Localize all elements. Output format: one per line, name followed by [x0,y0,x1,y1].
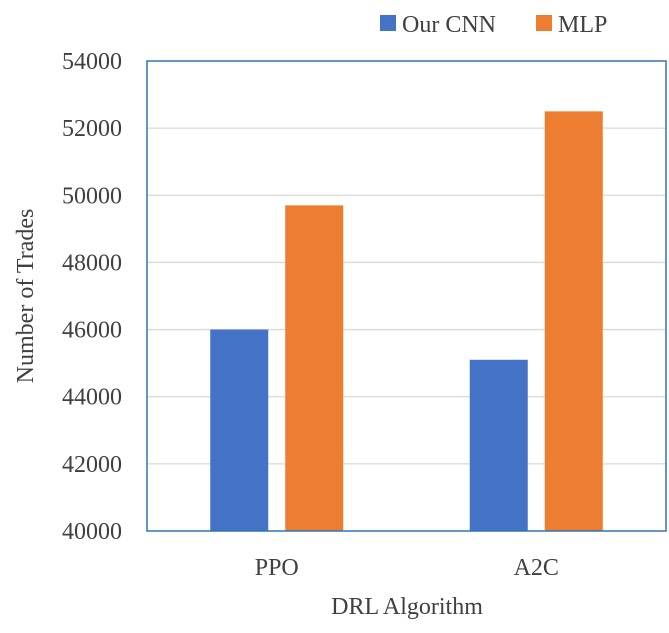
bars [210,111,603,531]
y-tick-label: 48000 [62,250,122,276]
legend-label-mlp: MLP [558,12,607,38]
y-tick-label: 40000 [62,519,122,545]
bar-a2c-mlp [544,111,603,531]
y-tick-label: 52000 [62,116,122,142]
legend-swatch-mlp [536,15,552,31]
x-tick-label: A2C [514,555,559,581]
bar-ppo-our-cnn [210,329,269,531]
y-tick-label: 42000 [62,452,122,478]
plot-area-border [146,60,667,532]
y-tick-label: 54000 [62,49,122,75]
legend-label-our-cnn: Our CNN [402,12,496,38]
legend: Our CNN MLP [380,12,607,38]
y-axis-title: Number of Trades [13,209,39,384]
x-axis-title: DRL Algorithm [331,594,483,620]
y-tick-label: 44000 [62,385,122,411]
y-tick-label: 50000 [62,183,122,209]
legend-swatch-our-cnn [380,15,396,31]
bar-a2c-our-cnn [469,359,528,531]
x-axis-ticks: PPO A2C [255,555,559,581]
y-tick-label: 46000 [62,318,122,344]
y-axis-ticks: 40000 42000 44000 46000 48000 50000 52000 54000 [62,49,122,545]
bar-ppo-mlp [285,205,344,531]
x-tick-label: PPO [255,555,299,581]
